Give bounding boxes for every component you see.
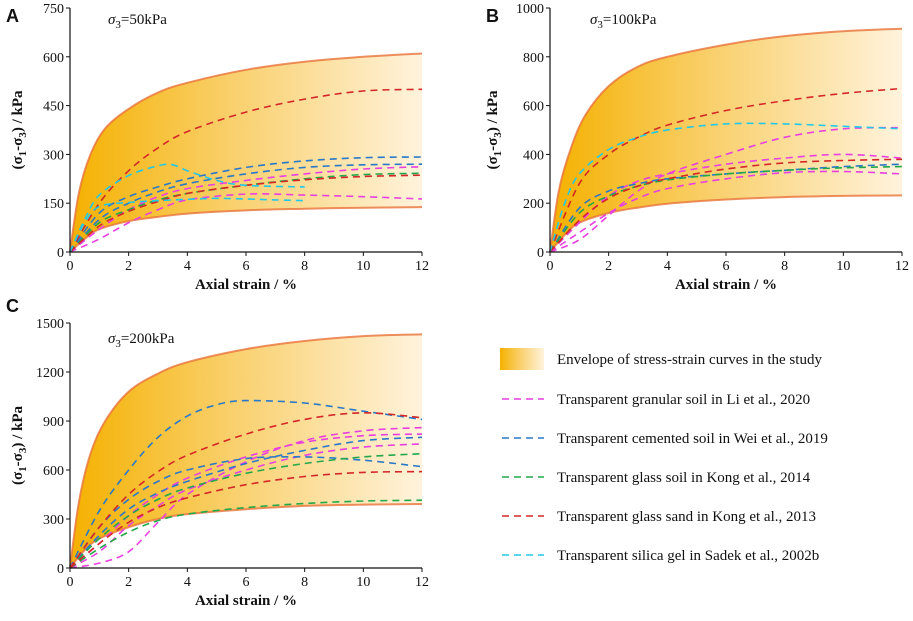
series-magenta-line-1	[549, 153, 903, 253]
y-tick-label: 150	[43, 197, 64, 212]
legend-cyan-label: Transparent silica gel in Sadek et al., …	[557, 548, 819, 564]
series-magenta-line-0	[69, 193, 423, 253]
x-tick-label: 6	[723, 259, 730, 274]
panel-a: 0 2 4 6 8 10 12 0 150 300 450 600 750 Axial strain / …	[6, 2, 429, 293]
x-tick-label: 10	[836, 259, 850, 274]
y-axis-label: (σ1-σ3) / kPa	[10, 406, 29, 485]
series-green-line-4	[549, 165, 903, 253]
series-red-line-5	[69, 88, 423, 253]
y-tick-label: 900	[43, 415, 64, 430]
legend-red-label: Transparent glass sand in Kong et al., 2…	[557, 509, 816, 525]
series-magenta-line-0	[69, 426, 423, 569]
envelope-upper-edge	[549, 27, 903, 253]
x-tick-label: 12	[895, 259, 909, 274]
y-axis-label: (σ1-σ3) / kPa	[10, 90, 29, 169]
x-tick-label: 0	[547, 259, 554, 274]
x-tick-label: 6	[243, 259, 250, 274]
series-cyan-line-8	[69, 197, 305, 253]
series-green-line-6	[69, 452, 423, 569]
series-magenta-line-0	[549, 126, 903, 253]
series-magenta-line-2	[69, 443, 423, 569]
y-tick-label: 400	[523, 148, 544, 163]
x-tick-label: 10	[356, 575, 370, 590]
legend-blue-label: Transparent cemented soil in Wei et al.,…	[557, 431, 828, 447]
envelope-area	[550, 28, 902, 253]
envelope-upper-edge	[69, 52, 423, 253]
y-tick-label: 300	[43, 148, 64, 163]
series-green-line-7	[69, 499, 423, 569]
x-tick-label: 10	[356, 259, 370, 274]
envelope-area	[70, 334, 422, 568]
panel-letter: A	[6, 6, 19, 26]
x-tick-label: 2	[605, 259, 612, 274]
series-red-line-6	[69, 174, 423, 253]
y-tick-label: 300	[43, 513, 64, 528]
confining-pressure-label: σ3=50kPa	[108, 12, 167, 31]
series-magenta-line-1	[69, 166, 423, 253]
envelope-lower-edge	[549, 194, 903, 253]
y-tick-label: 200	[523, 197, 544, 212]
x-tick-label: 8	[301, 259, 308, 274]
x-tick-label: 4	[664, 259, 671, 274]
legend-envelope-label: Envelope of stress-strain curves in the …	[557, 352, 822, 368]
y-tick-label: 1000	[516, 2, 544, 17]
x-tick-label: 4	[184, 575, 191, 590]
panel-letter: C	[6, 296, 19, 316]
x-axis-label: Axial strain / %	[195, 277, 297, 293]
envelope-lower-edge	[69, 206, 423, 253]
series-magenta-line-1	[69, 433, 423, 569]
y-tick-label: 750	[43, 2, 64, 17]
legend-envelope-swatch	[500, 348, 544, 370]
y-tick-label: 450	[43, 100, 64, 115]
x-tick-label: 4	[184, 259, 191, 274]
x-tick-label: 12	[415, 575, 429, 590]
series-red-line-9	[69, 470, 423, 569]
y-tick-label: 600	[43, 51, 64, 66]
series-magenta-line-2	[549, 170, 903, 253]
y-tick-label: 1500	[36, 317, 64, 332]
x-tick-label: 12	[415, 259, 429, 274]
series-red-line-5	[549, 87, 903, 253]
x-tick-label: 6	[243, 575, 250, 590]
y-tick-label: 0	[57, 246, 64, 261]
series-blue-line-5	[69, 436, 423, 569]
y-tick-label: 0	[537, 246, 544, 261]
x-tick-label: 2	[125, 575, 132, 590]
y-tick-label: 0	[57, 562, 64, 577]
series-blue-line-3	[69, 399, 423, 569]
envelope-upper-edge	[69, 333, 423, 569]
series-blue-line-3	[549, 163, 903, 253]
x-tick-label: 8	[301, 575, 308, 590]
x-tick-label: 0	[67, 575, 74, 590]
x-axis-label: Axial strain / %	[675, 277, 777, 293]
confining-pressure-label: σ3=100kPa	[590, 12, 657, 31]
y-tick-label: 600	[43, 464, 64, 479]
series-blue-line-2	[69, 156, 423, 253]
panel-b: 0 2 4 6 8 10 12 0 200 400 600 800 1000 Axial strain /…	[485, 2, 909, 293]
series-blue-line-3	[69, 163, 423, 253]
x-axis-label: Axial strain / %	[195, 593, 297, 609]
panel-letter: B	[486, 6, 499, 26]
x-tick-label: 2	[125, 259, 132, 274]
series-red-line-8	[69, 411, 423, 569]
y-axis-label: (σ1-σ3) / kPa	[485, 90, 504, 169]
x-tick-label: 8	[781, 259, 788, 274]
panel-c: 0 2 4 6 8 10 12 0 300 600 900 1200 1500 Axial strain …	[6, 296, 429, 609]
series-red-line-6	[549, 158, 903, 253]
y-tick-label: 800	[523, 51, 544, 66]
y-tick-label: 1200	[36, 366, 64, 381]
y-tick-label: 600	[523, 100, 544, 115]
legend-magenta-label: Transparent granular soil in Li et al., …	[557, 392, 810, 408]
legend: Envelope of stress-strain curves in the …	[500, 348, 828, 564]
x-tick-label: 0	[67, 259, 74, 274]
series-cyan-line-7	[69, 163, 305, 253]
legend-green-label: Transparent glass soil in Kong et al., 2…	[557, 470, 811, 486]
confining-pressure-label: σ3=200kPa	[108, 331, 175, 350]
